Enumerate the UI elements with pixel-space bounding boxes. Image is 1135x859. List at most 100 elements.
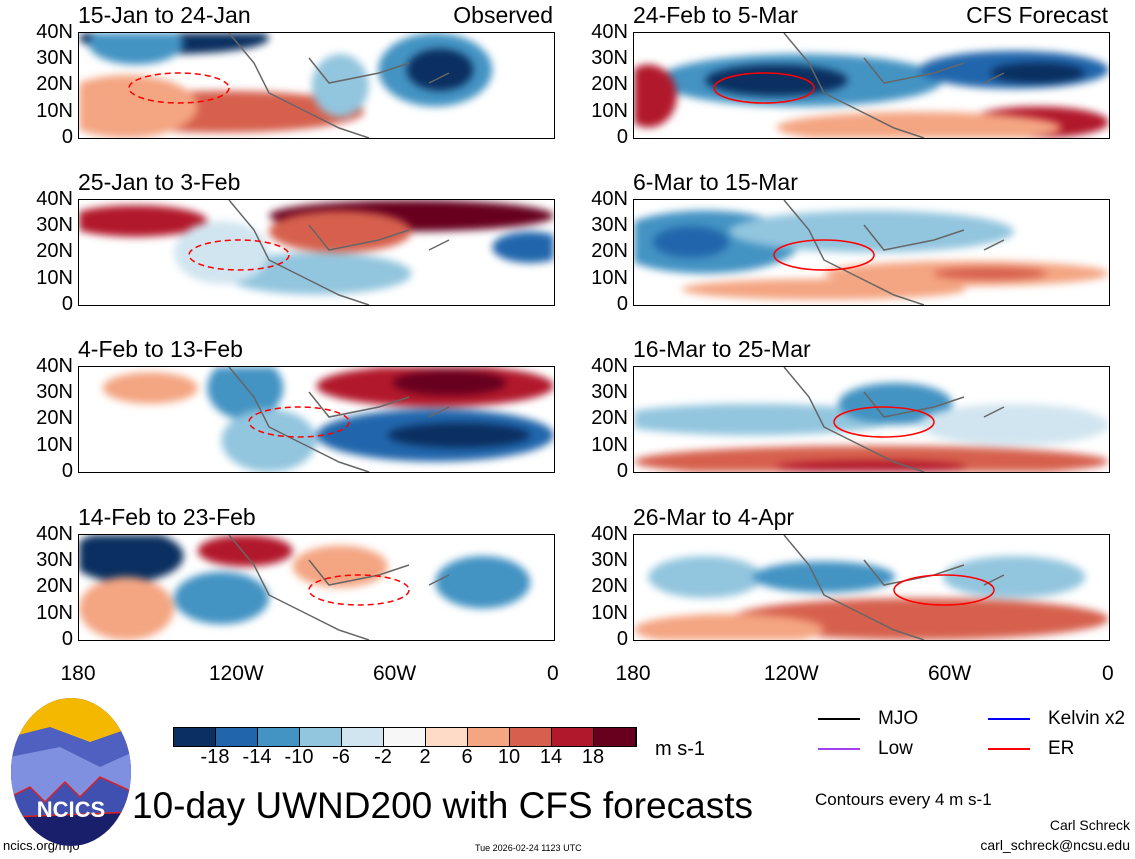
y-tick-label: 20N	[591, 407, 628, 430]
er-contour	[893, 574, 995, 606]
x-tick-label: 0	[1102, 662, 1114, 685]
y-tick-label: 40N	[591, 21, 628, 43]
coastline	[228, 200, 450, 305]
er-contour	[833, 406, 935, 438]
colorbar-label: -14	[242, 746, 272, 768]
er-contour	[128, 72, 230, 104]
anomaly-region	[776, 460, 967, 472]
coastline	[228, 367, 450, 472]
legend-label: ER	[1048, 738, 1075, 759]
er-contour	[188, 239, 290, 271]
colorbar-swatch	[300, 728, 342, 746]
anomaly-region	[919, 403, 1109, 446]
x-tick-label: 120W	[763, 662, 819, 685]
ncics-logo: NCICS	[10, 697, 133, 847]
colorbar-swatch	[342, 728, 384, 746]
coastline	[783, 367, 1005, 472]
x-tick-label: 0	[547, 662, 559, 685]
y-tick-label: 20N	[591, 575, 628, 598]
anomaly-region	[990, 62, 1086, 84]
y-tick-label: 0	[616, 627, 628, 650]
y-tick-label: 30N	[36, 47, 73, 70]
panel-title: 14-Feb to 23-Feb	[78, 504, 256, 530]
panel-title: 4-Feb to 13-Feb	[78, 336, 243, 362]
er-contour	[308, 574, 410, 606]
colorbar-swatch	[216, 728, 258, 746]
y-tick-label: 10N	[36, 266, 73, 289]
colorbar-swatch	[258, 728, 300, 746]
y-tick-label: 40N	[36, 21, 73, 43]
y-tick-label: 30N	[36, 381, 73, 404]
y-tick-label: 10N	[591, 601, 628, 624]
anomaly-region	[221, 409, 317, 472]
map-panel	[78, 366, 555, 473]
coastline	[228, 33, 450, 138]
map-panel	[633, 534, 1110, 641]
y-tick-label: 0	[61, 125, 73, 148]
anomaly-region	[942, 556, 1086, 598]
timestamp: Tue 2026-02-24 1123 UTC	[475, 843, 582, 853]
anomaly-region	[653, 226, 729, 258]
map-panel	[78, 534, 555, 641]
x-tick-label: 180	[60, 662, 96, 685]
legend-line	[818, 718, 860, 720]
anomaly-region	[933, 267, 1048, 280]
panel-title: 26-Mar to 4-Apr	[633, 504, 795, 530]
anomaly-region	[197, 535, 293, 567]
legend-label: Kelvin x2	[1048, 708, 1126, 729]
anomaly-region	[79, 535, 184, 583]
er-contour	[773, 239, 875, 271]
anomaly-region	[705, 64, 848, 96]
anomaly-region	[634, 403, 896, 436]
main-title: 10-day UWND200 with CFS forecasts	[132, 785, 753, 826]
author: Carl Schreck	[1049, 817, 1130, 833]
panel-title: 16-Mar to 25-Mar	[633, 336, 811, 362]
y-tick-label: 20N	[36, 407, 73, 430]
y-tick-label: 10N	[591, 99, 628, 122]
y-tick-label: 20N	[36, 575, 73, 598]
legend-label: MJO	[878, 708, 919, 729]
y-tick-label: 20N	[36, 240, 73, 263]
y-tick-label: 40N	[591, 355, 628, 377]
colorbar-label: 2	[419, 746, 431, 768]
anomaly-region	[634, 613, 824, 640]
y-tick-label: 0	[616, 125, 628, 148]
anomaly-region	[392, 370, 507, 396]
coastline	[228, 535, 450, 640]
y-tick-label: 0	[61, 627, 73, 650]
panel-tag: CFS Forecast	[966, 2, 1108, 28]
anomaly-region	[406, 48, 474, 91]
contour-note: Contours every 4 m s-1	[815, 790, 992, 809]
colorbar	[173, 727, 637, 747]
colorbar-swatch	[594, 728, 636, 746]
map-panel	[633, 199, 1110, 306]
anomaly-region	[292, 545, 388, 588]
y-tick-label: 0	[616, 459, 628, 482]
y-tick-label: 10N	[36, 433, 73, 456]
y-tick-label: 20N	[591, 73, 628, 96]
y-tick-label: 10N	[36, 601, 73, 624]
colorbar-label: -18	[200, 746, 230, 768]
colorbar-label: -10	[284, 746, 314, 768]
colorbar-swatch	[174, 728, 216, 746]
y-tick-label: 30N	[36, 214, 73, 237]
map-panel	[78, 32, 555, 139]
anomaly-region	[174, 571, 269, 625]
x-tick-label: 60W	[373, 662, 417, 685]
colorbar-swatch	[426, 728, 468, 746]
anomaly-region	[88, 33, 184, 65]
y-tick-label: 20N	[36, 73, 73, 96]
colorbar-units: m s-1	[655, 738, 705, 760]
y-tick-label: 20N	[591, 240, 628, 263]
coastline	[783, 200, 1005, 305]
colorbar-label: 18	[581, 746, 605, 768]
anomaly-region	[207, 367, 284, 420]
anomaly-region	[221, 252, 412, 295]
x-tick-label: 120W	[208, 662, 264, 685]
anomaly-region	[435, 556, 531, 609]
colorbar-label: 14	[539, 746, 563, 768]
anomaly-region	[79, 205, 208, 237]
anomaly-region	[311, 54, 369, 117]
panel-title: 15-Jan to 24-Jan	[78, 2, 251, 28]
colorbar-label: -6	[332, 746, 350, 768]
